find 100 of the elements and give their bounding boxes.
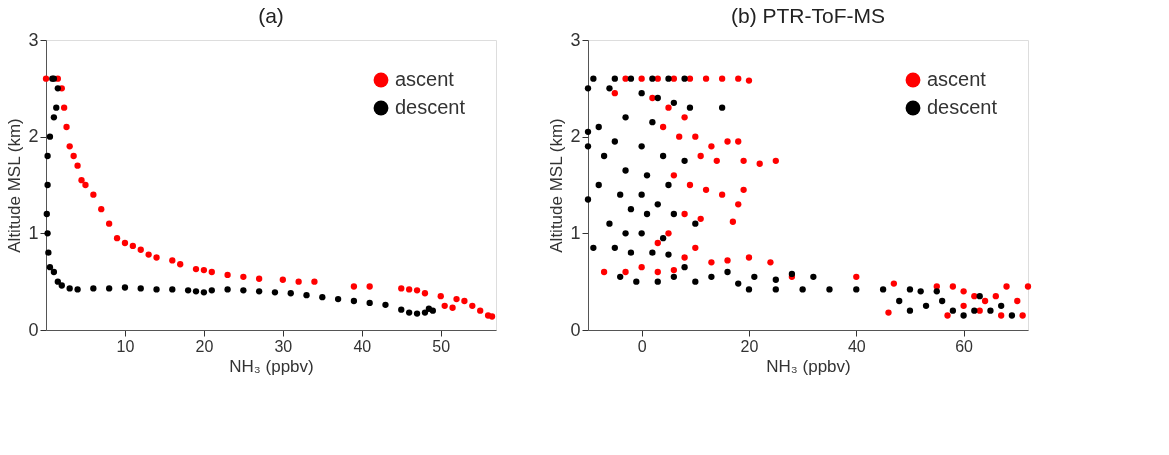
point bbox=[208, 287, 215, 294]
point bbox=[82, 181, 89, 189]
point bbox=[106, 220, 113, 227]
point bbox=[54, 278, 61, 285]
x-tick-label: 60 bbox=[955, 337, 974, 355]
point bbox=[303, 292, 310, 299]
point bbox=[145, 251, 152, 258]
x-tick-label: 20 bbox=[195, 337, 214, 355]
point bbox=[208, 268, 215, 276]
point bbox=[477, 307, 484, 314]
point bbox=[350, 297, 358, 305]
y-axis-title: Altitude MSL (km) bbox=[5, 118, 25, 253]
point bbox=[74, 162, 81, 169]
point bbox=[224, 286, 231, 293]
point bbox=[44, 152, 51, 160]
point bbox=[44, 181, 51, 189]
point bbox=[66, 143, 73, 150]
point bbox=[256, 275, 263, 282]
point bbox=[66, 285, 73, 292]
point bbox=[121, 239, 129, 247]
point bbox=[441, 302, 448, 309]
point bbox=[90, 285, 97, 292]
x-tick-label: 40 bbox=[847, 337, 866, 355]
x-axis-title: NH₃ (ppbv) bbox=[766, 356, 851, 376]
point bbox=[177, 261, 184, 268]
point bbox=[398, 306, 405, 313]
point bbox=[74, 286, 81, 293]
x-tick-label: 50 bbox=[432, 337, 451, 355]
point bbox=[113, 235, 121, 242]
x-axis-title: NH₃ (ppbv) bbox=[229, 356, 314, 376]
point bbox=[334, 295, 342, 303]
point bbox=[58, 282, 65, 289]
point bbox=[240, 273, 247, 280]
y-tick-label: 0 bbox=[28, 319, 39, 340]
y-tick-label: 2 bbox=[28, 126, 39, 147]
x-tick-label: 20 bbox=[740, 337, 759, 355]
point bbox=[192, 265, 200, 273]
point bbox=[50, 114, 58, 121]
y-axis-title: Altitude MSL (km) bbox=[547, 118, 567, 253]
point bbox=[311, 278, 318, 285]
point bbox=[98, 206, 105, 213]
point bbox=[137, 285, 144, 292]
point bbox=[449, 304, 456, 311]
point bbox=[256, 288, 263, 295]
point bbox=[279, 276, 286, 283]
point bbox=[287, 290, 294, 297]
point bbox=[121, 284, 129, 291]
point bbox=[90, 191, 97, 198]
point bbox=[169, 286, 176, 293]
point bbox=[421, 309, 429, 316]
point bbox=[240, 287, 247, 294]
point bbox=[44, 230, 51, 237]
point bbox=[78, 177, 85, 184]
x-tick-label: 0 bbox=[637, 337, 647, 355]
point bbox=[453, 295, 460, 303]
point bbox=[43, 210, 50, 218]
legend-label: descent bbox=[395, 96, 466, 118]
legend-label: descent bbox=[927, 96, 998, 118]
x-tick-label: 10 bbox=[116, 337, 135, 355]
point bbox=[406, 286, 413, 293]
point bbox=[184, 287, 192, 294]
y-tick-label: 3 bbox=[570, 29, 581, 50]
y-tick-label: 0 bbox=[570, 319, 581, 340]
point bbox=[366, 283, 373, 290]
legend-label: ascent bbox=[395, 68, 455, 90]
point bbox=[46, 133, 54, 140]
point bbox=[200, 266, 208, 274]
point bbox=[488, 313, 496, 320]
point bbox=[469, 302, 476, 309]
point bbox=[45, 249, 52, 256]
point bbox=[129, 242, 136, 250]
point bbox=[137, 246, 144, 253]
point bbox=[54, 85, 61, 92]
point bbox=[366, 299, 373, 307]
point bbox=[61, 104, 68, 111]
point bbox=[200, 289, 208, 296]
point bbox=[153, 254, 160, 261]
point bbox=[406, 309, 413, 316]
y-tick-label: 1 bbox=[28, 222, 39, 243]
point bbox=[413, 287, 421, 294]
y-tick-label: 2 bbox=[570, 126, 581, 147]
point bbox=[63, 123, 70, 131]
point bbox=[50, 268, 58, 276]
point bbox=[70, 152, 77, 160]
point bbox=[421, 290, 429, 297]
point bbox=[271, 289, 279, 296]
point bbox=[192, 288, 200, 295]
point bbox=[398, 285, 405, 292]
point bbox=[437, 293, 444, 300]
point bbox=[169, 257, 176, 264]
point bbox=[295, 278, 302, 285]
point bbox=[106, 285, 113, 292]
point bbox=[461, 297, 468, 305]
chart-title: (a) bbox=[258, 4, 284, 27]
point bbox=[319, 293, 326, 301]
y-tick-label: 3 bbox=[28, 29, 39, 50]
point bbox=[46, 264, 54, 271]
x-tick-label: 40 bbox=[353, 337, 372, 355]
x-tick-label: 30 bbox=[274, 337, 293, 355]
point bbox=[350, 283, 358, 290]
